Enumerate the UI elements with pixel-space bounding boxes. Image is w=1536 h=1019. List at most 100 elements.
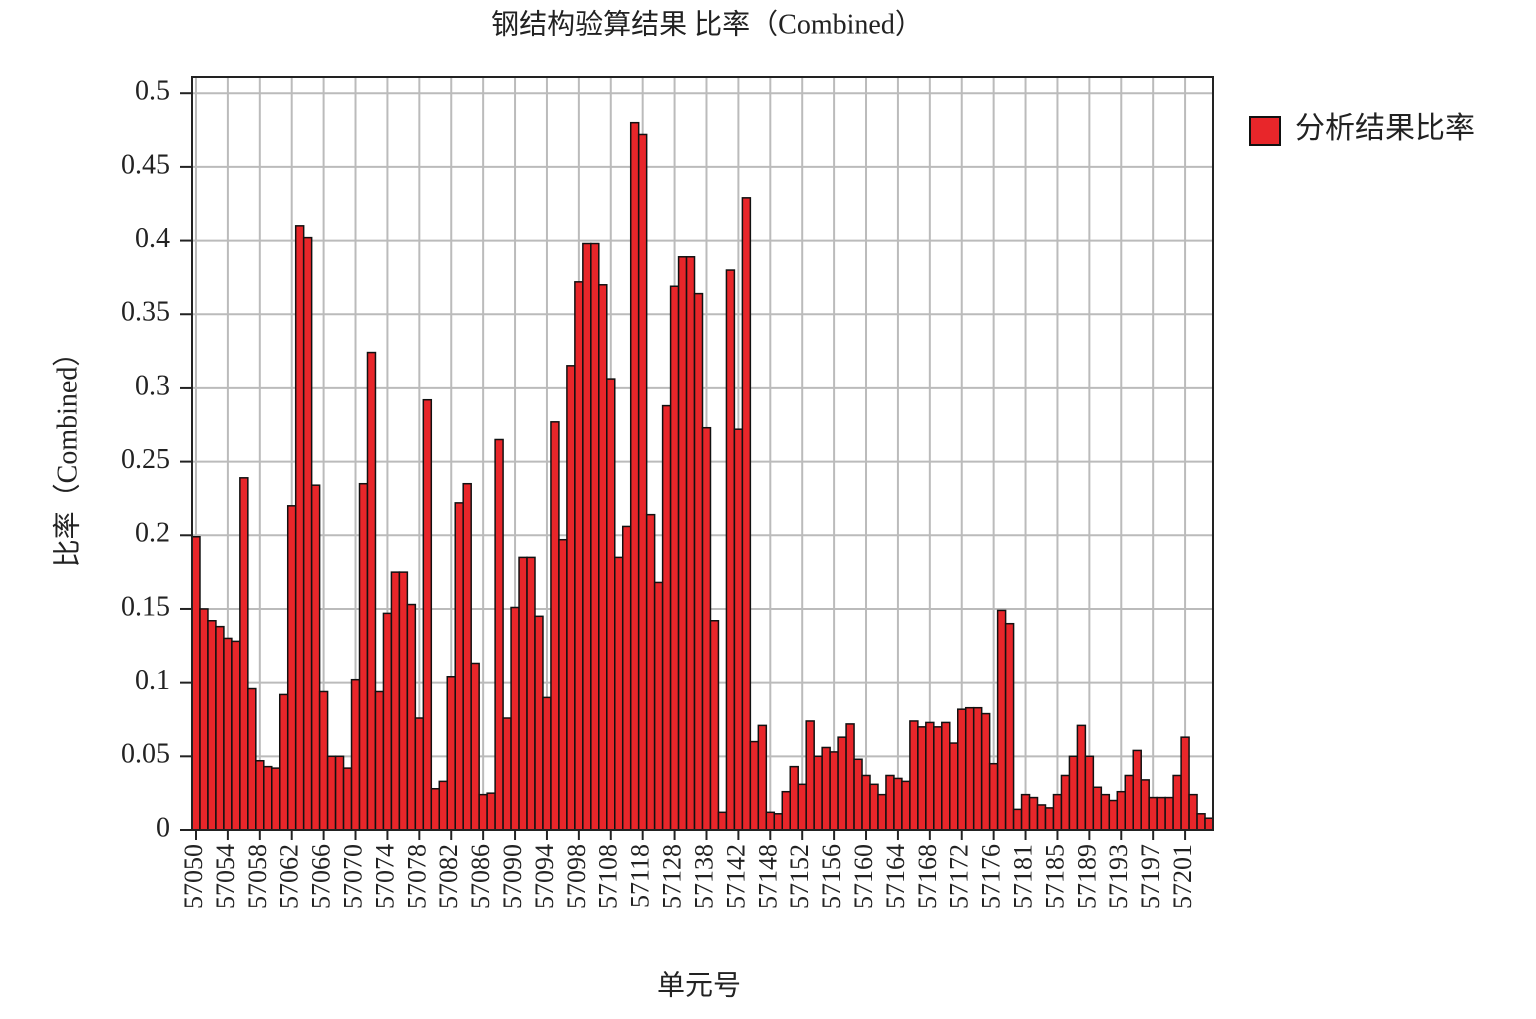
bar	[1052, 793, 1063, 831]
bar	[334, 755, 345, 831]
bar	[374, 690, 385, 831]
bar	[1076, 724, 1087, 831]
bar	[1020, 793, 1031, 831]
bar	[1116, 790, 1127, 831]
bar	[1108, 799, 1119, 831]
x-tick-label: 57201	[1168, 844, 1197, 909]
bar	[446, 675, 456, 831]
bar	[829, 751, 839, 831]
x-tick-label: 57148	[753, 844, 782, 909]
y-tick-label: 0.35	[121, 297, 170, 328]
bar	[805, 720, 815, 831]
bar	[781, 790, 791, 831]
bar	[621, 525, 632, 831]
bar	[1028, 796, 1039, 831]
bar	[653, 581, 664, 831]
bar	[598, 284, 608, 831]
bar	[964, 706, 975, 831]
y-tick-label: 0.5	[135, 76, 170, 107]
plot-border	[191, 76, 1214, 831]
bar	[294, 225, 305, 831]
bar	[741, 197, 752, 831]
bar	[478, 793, 488, 831]
bar	[661, 404, 672, 831]
x-tick-label: 57160	[849, 844, 878, 909]
x-axis-label: 单元号	[657, 969, 741, 1001]
x-tick-label: 57050	[179, 844, 208, 909]
legend-label: 分析结果比率	[1295, 112, 1475, 145]
bar	[957, 708, 967, 831]
bar	[988, 762, 999, 831]
bar	[701, 426, 712, 831]
bar	[462, 482, 472, 831]
bar	[669, 285, 680, 831]
bar	[590, 242, 600, 831]
x-tick-label: 57066	[307, 844, 336, 909]
bar	[877, 793, 887, 831]
bar	[941, 721, 951, 831]
bar	[606, 378, 616, 831]
bar	[709, 620, 720, 831]
bar	[574, 281, 584, 831]
bar	[853, 758, 863, 831]
x-tick-label: 57094	[530, 844, 559, 909]
bar	[550, 421, 560, 831]
x-tick-label: 57118	[626, 844, 655, 908]
y-tick-label: 0.25	[121, 444, 170, 475]
bar	[518, 556, 528, 831]
x-tick-label: 57082	[434, 844, 463, 909]
bar	[215, 625, 225, 831]
bar	[909, 720, 919, 831]
bar	[972, 706, 983, 831]
bar	[717, 811, 728, 831]
bar	[271, 767, 281, 831]
y-tick-label: 0.05	[121, 739, 170, 770]
bar	[614, 556, 624, 831]
bar	[326, 755, 337, 831]
bar	[263, 765, 273, 831]
bar	[1060, 774, 1071, 831]
bar	[645, 513, 656, 831]
bar	[454, 502, 464, 831]
bar	[534, 615, 544, 831]
bar	[1196, 813, 1206, 831]
bar	[302, 236, 313, 831]
bar	[797, 783, 807, 831]
bar	[693, 292, 704, 831]
bar	[1204, 817, 1214, 831]
bar	[677, 256, 688, 831]
bar	[382, 612, 393, 831]
bar	[358, 482, 369, 831]
bar	[1068, 755, 1079, 831]
x-tick-label: 57197	[1136, 844, 1165, 909]
bar	[996, 609, 1007, 831]
bar	[1044, 807, 1055, 831]
y-tick-label: 0.3	[135, 370, 170, 401]
bar	[925, 721, 935, 831]
bar	[845, 723, 855, 831]
bar	[286, 505, 297, 831]
x-tick-label: 57086	[466, 844, 495, 909]
x-tick-label: 57152	[785, 844, 814, 909]
bar	[558, 538, 568, 831]
x-tick-label: 57185	[1040, 844, 1069, 909]
bar	[430, 787, 441, 831]
bar	[980, 712, 991, 831]
bar	[637, 133, 648, 831]
bar	[837, 736, 847, 831]
bar	[207, 620, 217, 831]
bar	[1188, 793, 1198, 831]
bar	[247, 687, 257, 831]
bar	[278, 693, 289, 831]
x-tick-label: 57078	[402, 844, 431, 909]
x-tick-label: 57193	[1104, 844, 1133, 909]
bar	[1092, 786, 1103, 831]
bar	[582, 242, 592, 831]
bar	[773, 813, 784, 831]
bar	[901, 780, 911, 831]
x-tick-label: 57074	[370, 844, 399, 909]
y-tick-label: 0.4	[135, 223, 170, 254]
bar	[350, 678, 361, 831]
bar	[239, 477, 249, 831]
bar	[199, 608, 209, 831]
